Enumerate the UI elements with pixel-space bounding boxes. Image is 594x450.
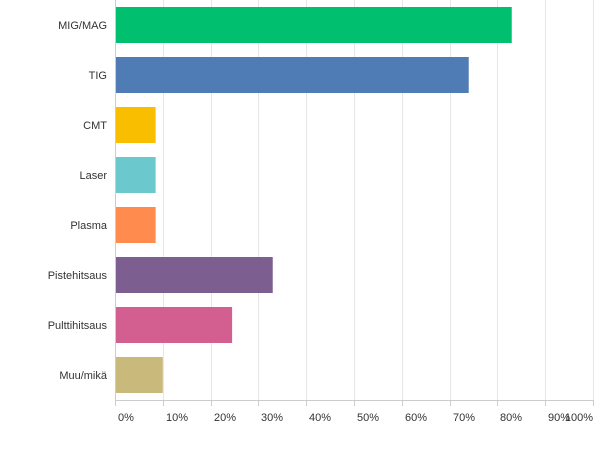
category-label: Muu/mikä xyxy=(59,370,108,382)
bar xyxy=(115,57,469,93)
x-tick-label: 70% xyxy=(453,412,475,424)
x-tick-label: 20% xyxy=(214,412,236,424)
x-tick-label: 0% xyxy=(118,412,134,424)
category-labels: MIG/MAG TIG CMT Laser Plasma Pistehitsaus Pult… xyxy=(48,20,108,382)
x-tick-label: 90% xyxy=(548,412,570,424)
x-tick-label: 10% xyxy=(166,412,188,424)
x-tick-label: 60% xyxy=(405,412,427,424)
x-tick-label: 80% xyxy=(500,412,522,424)
x-tick-label: 50% xyxy=(357,412,379,424)
bar xyxy=(115,107,156,143)
x-tick-labels: 0% 10% 20% 30% 40% 50% 60% 70% 80% 90%100% xyxy=(118,412,593,424)
bars xyxy=(115,7,512,393)
category-label: CMT xyxy=(83,120,107,132)
x-tick-label: 30% xyxy=(261,412,283,424)
category-label: Pistehitsaus xyxy=(48,270,108,282)
bar xyxy=(115,7,512,43)
category-label: TIG xyxy=(89,70,107,82)
category-label: Plasma xyxy=(70,220,108,232)
bar xyxy=(115,207,156,243)
category-label: Pulttihitsaus xyxy=(48,320,108,332)
bar xyxy=(115,257,273,293)
x-axis xyxy=(115,0,594,406)
x-tick-label: 40% xyxy=(309,412,331,424)
bar xyxy=(115,357,163,393)
x-tick-label: 100% xyxy=(565,412,593,424)
bar xyxy=(115,307,233,343)
category-label: MIG/MAG xyxy=(58,20,107,32)
bar xyxy=(115,157,156,193)
category-label: Laser xyxy=(79,170,107,182)
